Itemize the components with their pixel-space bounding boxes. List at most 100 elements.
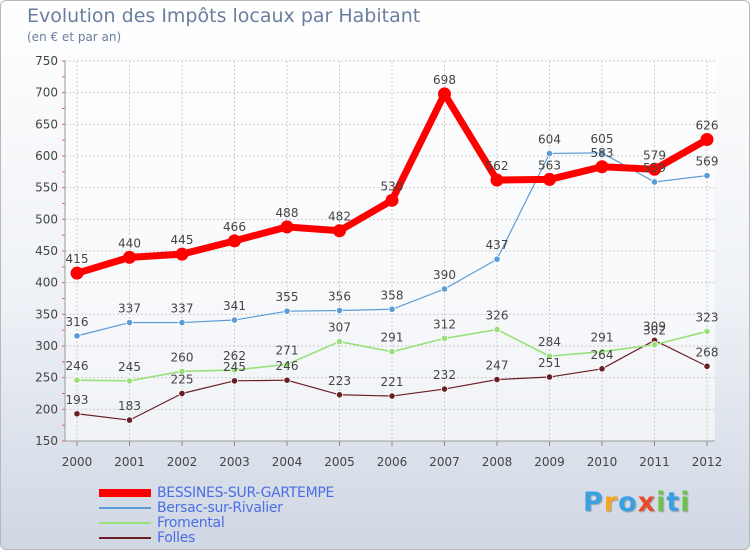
data-label: 246 — [66, 359, 89, 373]
logo-letter: i — [656, 487, 667, 518]
data-label: 302 — [643, 324, 666, 338]
logo-letter: t — [666, 487, 681, 518]
legend-item: Fromental — [99, 515, 334, 531]
data-label: 326 — [486, 309, 509, 323]
y-tick-label: 650 — [35, 117, 58, 131]
legend-label: Bersac-sur-Rivalier — [157, 499, 283, 516]
data-point — [440, 385, 449, 393]
x-tick-label: 2001 — [114, 455, 145, 469]
data-label: 437 — [486, 238, 509, 252]
data-label: 488 — [276, 206, 299, 220]
data-point — [440, 334, 449, 342]
chart-title: Evolution des Impôts locaux par Habitant — [27, 5, 421, 27]
y-tick-label: 700 — [35, 86, 58, 100]
data-point — [125, 377, 134, 385]
data-point — [545, 149, 554, 158]
x-tick-label: 2005 — [324, 455, 355, 469]
data-label: 316 — [66, 315, 89, 329]
data-label: 579 — [643, 148, 666, 162]
x-tick-label: 2004 — [272, 455, 303, 469]
x-tick-label: 2009 — [534, 455, 565, 469]
logo-letter: P — [583, 487, 604, 518]
data-point — [125, 416, 134, 424]
data-label: 284 — [538, 335, 561, 349]
data-point — [595, 160, 609, 174]
legend-swatch — [99, 506, 151, 509]
data-label: 562 — [486, 159, 509, 173]
data-point — [333, 224, 346, 238]
proxiti-logo: Proxiti — [583, 487, 691, 518]
data-point — [490, 173, 504, 187]
data-label: 337 — [171, 302, 194, 316]
data-point — [178, 318, 186, 327]
data-label: 312 — [433, 317, 456, 331]
data-point — [493, 375, 501, 384]
data-label: 583 — [591, 146, 614, 160]
data-label: 247 — [486, 359, 509, 373]
data-point — [703, 172, 711, 180]
data-label: 605 — [591, 132, 614, 146]
data-label: 482 — [328, 210, 351, 224]
legend-item: BESSINES-SUR-GARTEMPE — [99, 484, 335, 501]
data-point — [178, 389, 186, 398]
data-point — [388, 348, 396, 356]
data-label: 271 — [276, 343, 299, 357]
data-point — [385, 193, 399, 207]
data-point — [650, 178, 659, 186]
data-label: 356 — [328, 290, 351, 304]
data-label: 251 — [538, 356, 561, 370]
data-label: 559 — [643, 161, 666, 175]
y-tick-label: 500 — [35, 212, 58, 226]
data-point — [280, 220, 294, 234]
data-label: 264 — [591, 348, 614, 362]
data-point — [598, 149, 606, 157]
data-label: 245 — [223, 360, 246, 374]
x-tick-label: 2012 — [692, 455, 723, 469]
x-tick-label: 2008 — [482, 455, 513, 469]
data-label: 355 — [276, 290, 299, 304]
data-label: 291 — [381, 331, 404, 345]
x-tick-label: 2000 — [62, 455, 93, 469]
y-tick-label: 750 — [35, 54, 58, 68]
y-tick-label: 550 — [35, 181, 58, 195]
data-point — [125, 318, 134, 327]
data-point — [335, 391, 344, 399]
data-point — [703, 362, 711, 370]
data-point — [73, 332, 81, 340]
y-tick-label: 300 — [35, 339, 58, 353]
y-tick-label: 600 — [35, 149, 58, 163]
data-point — [650, 341, 659, 349]
data-point — [175, 247, 189, 261]
data-point — [123, 250, 136, 264]
data-point — [228, 234, 241, 248]
data-label: 221 — [381, 375, 404, 389]
data-point — [493, 255, 501, 263]
data-point — [283, 307, 291, 315]
x-tick-label: 2010 — [587, 455, 618, 469]
y-tick-label: 400 — [35, 276, 58, 290]
data-label: 291 — [591, 331, 614, 345]
data-label: 268 — [696, 345, 719, 359]
legend-swatch — [99, 521, 151, 524]
data-point — [230, 366, 239, 374]
data-point — [545, 373, 554, 381]
data-point — [283, 360, 291, 368]
legend-label: BESSINES-SUR-GARTEMPE — [157, 484, 335, 501]
data-label: 604 — [538, 132, 561, 146]
y-tick-label: 450 — [35, 244, 58, 258]
data-point — [700, 133, 714, 147]
data-label: 358 — [381, 288, 404, 302]
data-point — [335, 337, 344, 346]
data-label: 569 — [696, 155, 719, 169]
legend-swatch — [99, 536, 151, 539]
logo-letter: o — [618, 487, 638, 518]
data-point — [598, 348, 606, 356]
data-label: 337 — [118, 302, 141, 316]
data-label: 193 — [66, 393, 89, 407]
data-label: 245 — [118, 360, 141, 374]
data-label: 626 — [696, 119, 719, 133]
data-label: 341 — [223, 299, 246, 313]
legend-swatch — [99, 488, 151, 497]
